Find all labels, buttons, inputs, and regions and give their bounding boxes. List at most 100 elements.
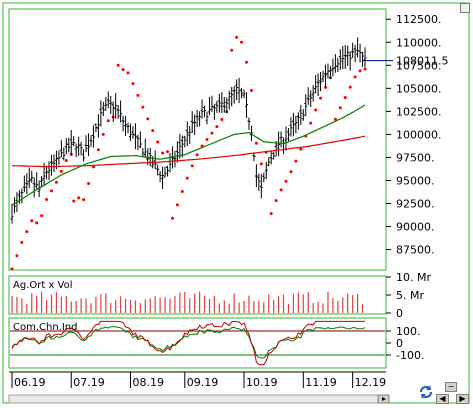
sar-dot <box>324 85 328 89</box>
scroll-end-arrow-icon: ▶ <box>459 394 466 403</box>
price-tick-label: 92500. <box>396 198 435 211</box>
date-tick-label: 06.19 <box>14 376 46 389</box>
volume-axis: 10. Mr 5. Mr 0 <box>386 271 431 320</box>
cci-plot-area <box>8 317 387 369</box>
sar-dot <box>333 117 337 121</box>
cci-tick-label: 100. <box>396 325 421 338</box>
price-tick-label: 90000. <box>396 221 435 234</box>
sar-dot <box>91 165 95 169</box>
sar-dot <box>274 199 278 203</box>
sar-dot <box>87 182 91 186</box>
price-tick-label: 87500. <box>396 244 435 257</box>
date-tick-label: 08.19 <box>132 376 164 389</box>
sar-dot <box>126 71 130 75</box>
date-axis: 06.19 07.19 08.19 09.19 10.19 11.19 12.19 <box>9 371 387 389</box>
volume-tick-label: 5. Mr <box>396 289 424 302</box>
sar-dot <box>10 267 14 271</box>
volume-tick-label: 10. Mr <box>396 271 431 284</box>
price-tick-label: 110000. <box>396 36 442 49</box>
volume-panel[interactable]: Ag.Ort x Vol 10. Mr 5. Mr 0 <box>8 271 431 320</box>
sar-dot <box>49 189 53 193</box>
price-axis: 87500. 90000. 92500. 95000. 97500. 100000. 102… <box>386 13 449 257</box>
price-panel[interactable]: 87500. 90000. 92500. 95000. 97500. 100000. 102… <box>8 8 449 271</box>
sar-dot <box>106 119 110 123</box>
scroll-end-button[interactable]: ▶ <box>456 394 469 404</box>
sar-dot <box>116 63 120 67</box>
cci-panel[interactable]: Com.Chn.Ind 100.0-100. <box>8 317 424 369</box>
date-tick-label: 12.19 <box>355 376 387 389</box>
sar-dot <box>245 60 249 64</box>
sar-dot <box>131 82 135 86</box>
sar-dot <box>170 216 174 220</box>
sar-dot <box>289 170 293 174</box>
sar-dot <box>205 138 209 142</box>
cci-tick-label: 0 <box>396 337 403 350</box>
sar-dot <box>146 117 150 121</box>
sar-dot <box>156 140 160 144</box>
sar-dot <box>96 148 100 152</box>
sar-dot <box>72 199 76 203</box>
scroll-controls: ◀ ▶ − <box>412 382 472 406</box>
price-tick-label: 100000. <box>396 128 442 141</box>
cci-axis: 100.0-100. <box>386 325 424 362</box>
scroll-left-arrow-icon: ◀ <box>439 394 446 403</box>
sar-dot <box>294 159 298 163</box>
sar-dot <box>220 117 224 121</box>
scrollbar-track[interactable] <box>8 394 390 404</box>
price-tick-label: 112500. <box>396 13 442 26</box>
date-tick-label: 09.19 <box>187 376 219 389</box>
sar-dot <box>309 121 313 125</box>
sar-dot <box>210 131 214 135</box>
sar-dot <box>299 147 303 151</box>
sar-dot <box>166 150 170 154</box>
window-corner-box[interactable] <box>460 3 470 13</box>
price-tick-label: 97500. <box>396 151 435 164</box>
sar-dot <box>25 230 29 234</box>
long-moving-average-line <box>11 135 366 168</box>
sar-dot <box>230 48 234 52</box>
sar-dot <box>64 159 68 162</box>
zoom-out-icon: − <box>447 382 455 391</box>
volume-tick-label: 0 <box>396 307 403 320</box>
sar-dots <box>10 35 367 271</box>
sar-dot <box>235 35 239 39</box>
sar-dot <box>190 164 194 168</box>
scroll-left-button[interactable]: ◀ <box>436 394 449 404</box>
sar-dot <box>343 95 347 99</box>
volume-bars <box>11 291 364 313</box>
scroll-right-arrow-icon <box>382 397 386 401</box>
sar-dot <box>269 212 273 216</box>
last-price-label: 108011.5 <box>396 55 449 68</box>
sar-dot <box>82 198 86 202</box>
short-moving-average-line <box>11 104 366 206</box>
price-tick-label: 102500. <box>396 105 442 118</box>
sar-dot <box>254 141 258 145</box>
sar-dot <box>101 132 105 136</box>
refresh-logo-icon[interactable] <box>418 384 434 400</box>
volume-panel-label: Ag.Ort x Vol <box>13 280 73 291</box>
cci-line <box>11 320 365 366</box>
sar-dot <box>175 203 179 207</box>
horizontal-scrollbar[interactable] <box>8 394 390 404</box>
price-plot-area <box>8 8 387 271</box>
price-tick-label: 95000. <box>396 174 435 187</box>
sar-dot <box>121 68 125 72</box>
price-tick-label: 107500. <box>396 59 442 72</box>
sar-dot <box>161 151 165 155</box>
sar-dot <box>363 67 367 71</box>
sar-dot <box>40 214 44 218</box>
sar-dot <box>54 180 58 184</box>
sar-dot <box>284 179 288 183</box>
zoom-out-button[interactable]: − <box>445 382 457 392</box>
sar-dot <box>279 188 283 192</box>
price-tick-label: 105000. <box>396 82 442 95</box>
date-tick-label: 10.19 <box>246 376 278 389</box>
sar-dot <box>151 129 155 133</box>
sar-dot <box>338 106 342 110</box>
sar-dot <box>215 125 219 129</box>
sar-dot <box>180 189 184 193</box>
sar-dot <box>59 169 63 173</box>
sar-dot <box>45 198 49 202</box>
